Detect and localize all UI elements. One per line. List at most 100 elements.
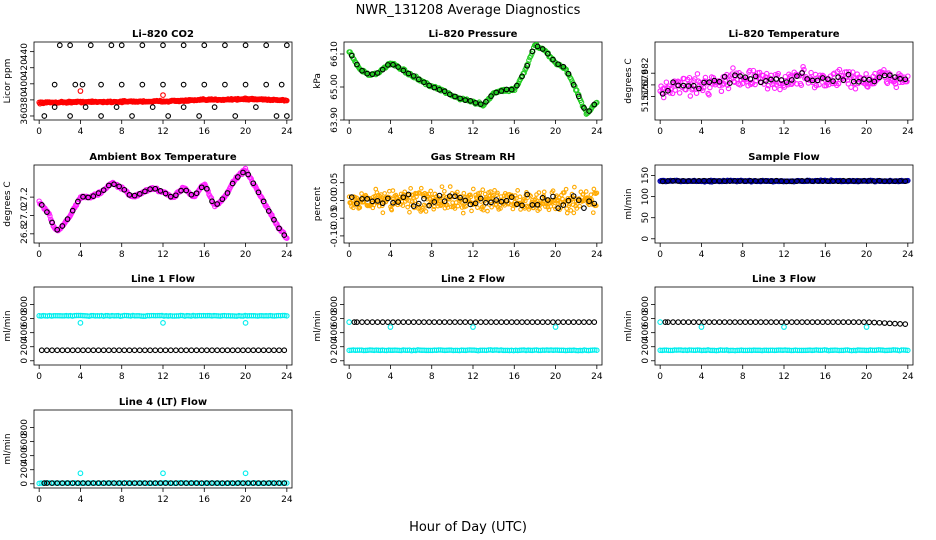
data-point-average xyxy=(118,42,125,49)
data-point-average xyxy=(876,177,883,184)
data-point-average xyxy=(69,207,76,214)
data-point-main xyxy=(564,206,570,211)
y-tick-label: 800 xyxy=(20,296,30,313)
data-point-average xyxy=(778,178,785,184)
plot-area xyxy=(346,41,600,117)
data-point-average xyxy=(198,480,205,486)
data-point-average xyxy=(173,347,179,354)
data-point-average xyxy=(147,347,153,354)
data-point-average xyxy=(173,192,179,199)
data-point-average xyxy=(209,480,215,486)
data-point-main xyxy=(687,93,694,99)
data-point-average xyxy=(493,197,500,203)
data-point-main xyxy=(830,71,837,77)
data-point-average xyxy=(747,319,754,325)
data-point-main xyxy=(505,192,510,197)
data-point-average xyxy=(855,178,862,184)
data-point-average xyxy=(111,347,117,354)
data-point-average xyxy=(49,347,55,354)
data-point-average xyxy=(421,79,427,86)
data-point-average xyxy=(359,67,365,74)
data-point-main xyxy=(382,191,387,196)
data-point-average xyxy=(85,347,92,354)
data-point-main xyxy=(408,186,413,191)
data-point-average xyxy=(196,113,202,119)
data-point-main xyxy=(829,80,836,87)
data-point-average xyxy=(193,347,200,354)
data-point-average xyxy=(871,78,878,85)
data-point-average xyxy=(390,61,396,68)
data-point-average xyxy=(98,81,104,88)
y-tick-label: -0.10 xyxy=(330,224,340,248)
data-point-main xyxy=(498,206,503,211)
panel-title: Gas Stream RH xyxy=(431,152,516,163)
data-point-average xyxy=(80,347,86,354)
x-tick-label: 12 xyxy=(157,250,168,260)
data-point-average xyxy=(575,319,582,325)
data-point-main xyxy=(452,206,458,211)
data-point-average xyxy=(400,67,407,74)
data-point-average xyxy=(80,193,86,200)
data-point-average xyxy=(44,209,50,215)
x-tick-label: 0 xyxy=(346,372,352,382)
data-point-outlier xyxy=(781,324,787,330)
data-point-average xyxy=(742,74,749,81)
x-tick-label: 20 xyxy=(240,250,252,260)
y-tick-label: 400 xyxy=(330,324,340,341)
data-point-average xyxy=(385,62,391,68)
data-point-main xyxy=(745,82,751,89)
data-point-average xyxy=(773,319,780,325)
data-point-average xyxy=(783,79,790,86)
data-point-main xyxy=(357,205,363,210)
data-point-average xyxy=(488,319,494,325)
data-point-average xyxy=(193,190,200,197)
data-point-average xyxy=(565,197,572,204)
data-point-average xyxy=(581,105,587,111)
data-point-average xyxy=(188,347,195,354)
data-point-average xyxy=(457,95,463,102)
data-point-average xyxy=(477,101,484,108)
data-point-average xyxy=(265,347,272,354)
data-point-outlier xyxy=(387,324,394,330)
data-point-average xyxy=(586,198,592,205)
data-point-average xyxy=(825,319,831,325)
data-point-main xyxy=(763,74,769,80)
data-point-average xyxy=(113,104,120,110)
data-point-main xyxy=(510,206,516,212)
data-point-average xyxy=(902,178,909,185)
data-point-average xyxy=(716,319,723,325)
data-point-average xyxy=(351,319,358,325)
y-tick-label: 600 xyxy=(20,433,30,450)
data-point-average xyxy=(369,319,376,325)
data-point-average xyxy=(183,480,190,486)
data-point-average xyxy=(90,480,97,486)
data-point-average xyxy=(400,319,407,325)
data-point-main xyxy=(282,312,288,319)
data-point-main xyxy=(495,190,500,196)
data-point-average xyxy=(276,225,282,232)
data-point-average xyxy=(234,480,241,486)
data-point-average xyxy=(886,320,893,327)
data-point-average xyxy=(183,347,190,354)
data-point-average xyxy=(41,480,48,486)
data-point-main xyxy=(543,204,548,209)
data-point-average xyxy=(488,199,494,206)
data-point-average xyxy=(193,480,200,486)
data-point-main xyxy=(669,90,676,97)
x-tick-label: 4 xyxy=(388,372,394,382)
data-point-average xyxy=(503,86,510,93)
data-point-average xyxy=(147,480,153,486)
plot-frame xyxy=(654,286,914,366)
data-point-average xyxy=(95,190,102,197)
data-point-average xyxy=(260,347,267,354)
data-point-average xyxy=(354,61,360,68)
data-point-average xyxy=(690,82,697,89)
data-point-average xyxy=(902,76,909,83)
x-tick-label: 16 xyxy=(199,250,211,260)
data-point-average xyxy=(116,183,122,190)
panel-2: Li–820 Pressure kPa 0 4 8 12 16 20 24 63.90 65.00 6… xyxy=(313,29,603,137)
data-point-average xyxy=(201,81,208,88)
data-point-average xyxy=(555,61,561,68)
x-tick-label: 4 xyxy=(699,250,705,260)
data-point-average xyxy=(881,320,888,326)
